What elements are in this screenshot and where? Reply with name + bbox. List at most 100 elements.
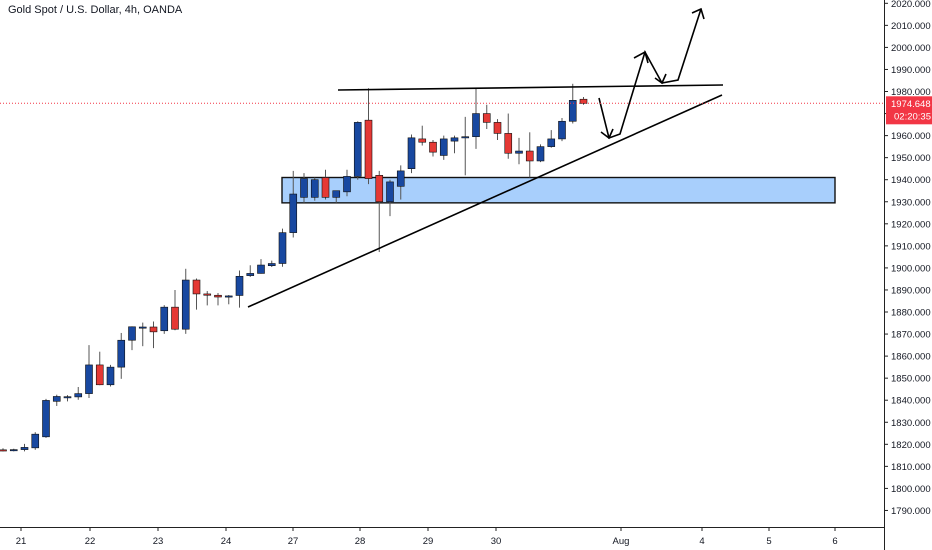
- candle: [235, 270, 244, 308]
- candle: [482, 104, 491, 129]
- drawings-layer: [247, 7, 724, 308]
- candle: [547, 130, 556, 148]
- price-tag: 1974.648 02:20:35: [886, 96, 932, 125]
- candle: [558, 117, 566, 142]
- candle-body: [418, 138, 427, 143]
- candle-body: [20, 447, 29, 450]
- time-tick-label: 5: [766, 536, 771, 547]
- candle: [493, 119, 502, 141]
- candle-body: [536, 146, 545, 162]
- price-tick-label: 2010.000: [891, 21, 931, 32]
- candle: [52, 394, 61, 406]
- ascending-trendline[interactable]: [247, 94, 723, 308]
- candle-body: [461, 136, 470, 139]
- price-tick-label: 1820.000: [891, 440, 931, 451]
- candle-body: [429, 141, 437, 153]
- candle: [450, 135, 459, 154]
- candle: [300, 173, 308, 203]
- candle: [525, 132, 534, 178]
- price-tick-label: 1800.000: [891, 484, 931, 495]
- candle-body: [52, 396, 61, 402]
- support-zone-rect: [281, 176, 836, 204]
- candle: [74, 386, 83, 400]
- candle: [353, 121, 362, 180]
- time-axis[interactable]: 21 22 23 24 27 28 29 30 Aug 4 5 6: [16, 527, 838, 547]
- candle-body: [9, 449, 18, 452]
- price-axis[interactable]: 2020.000 2010.000 2000.000 1990.000 1980.000…: [884, 0, 931, 517]
- candle-body: [149, 326, 158, 333]
- time-tick-label: 4: [699, 536, 704, 547]
- price-tick-label: 1930.000: [891, 197, 931, 208]
- candle: [504, 113, 513, 159]
- candle-body: [493, 122, 502, 134]
- candle-body: [235, 275, 244, 296]
- candle-body: [74, 393, 83, 398]
- candle-body: [214, 294, 222, 298]
- candle-body: [364, 119, 373, 179]
- candle: [224, 295, 233, 305]
- candle: [31, 432, 40, 450]
- candle-body: [106, 366, 115, 386]
- price-tag-timer: 02:20:35: [894, 111, 931, 122]
- candle-body: [332, 190, 341, 198]
- candle: [214, 293, 222, 306]
- candle: [42, 398, 50, 438]
- candle-body: [42, 400, 50, 438]
- candle-body: [396, 170, 405, 187]
- time-tick-label: 24: [221, 536, 232, 547]
- resistance-line[interactable]: [337, 84, 724, 91]
- candle: [396, 165, 405, 200]
- candle-body: [31, 433, 40, 449]
- candle-body: [95, 364, 104, 386]
- candle: [246, 265, 255, 277]
- candle: [439, 135, 448, 160]
- candle: [106, 364, 115, 387]
- candle: [515, 137, 523, 165]
- candle: [138, 322, 147, 347]
- candle-body: [138, 326, 147, 329]
- candle: [171, 289, 179, 331]
- candle: [0, 448, 7, 452]
- candle-body: [375, 174, 384, 203]
- price-tick-label: 1790.000: [891, 506, 931, 517]
- candle: [20, 443, 29, 452]
- time-tick-label: 6: [832, 536, 837, 547]
- candle: [149, 321, 158, 349]
- chart-title: Gold Spot / U.S. Dollar, 4h, OANDA: [8, 4, 183, 16]
- price-tick-label: 1890.000: [891, 285, 931, 296]
- price-tick-label: 1860.000: [891, 352, 931, 363]
- price-tick-label: 1950.000: [891, 153, 931, 164]
- candle-body: [63, 396, 72, 399]
- projection-arrow-path[interactable]: [598, 8, 702, 140]
- candle: [321, 169, 330, 200]
- candle-body: [439, 138, 448, 156]
- price-tick-label: 1990.000: [891, 65, 931, 76]
- candle-body: [525, 150, 534, 162]
- candle: [310, 177, 319, 201]
- arrow-head-up-icon: [633, 50, 649, 64]
- candle-body: [246, 273, 255, 276]
- candle-body: [515, 150, 523, 154]
- candle: [332, 190, 341, 203]
- candle: [192, 278, 201, 310]
- arrow-head-down-icon: [600, 128, 614, 140]
- arrow-head-down-icon: [654, 73, 667, 85]
- candle: [472, 88, 480, 149]
- candle: [85, 345, 93, 399]
- candle-body: [504, 133, 513, 154]
- candle-body: [0, 449, 7, 452]
- candle: [375, 170, 384, 253]
- candle: [386, 179, 394, 217]
- candle: [278, 228, 287, 267]
- candle: [407, 134, 416, 174]
- candle: [536, 144, 545, 163]
- candle-body: [353, 122, 362, 177]
- candle-body: [558, 120, 566, 140]
- candle-body: [192, 279, 201, 295]
- candle: [63, 395, 72, 402]
- candle: [343, 169, 351, 197]
- price-tick-label: 1980.000: [891, 87, 931, 98]
- candle: [418, 125, 427, 146]
- candle-body: [203, 293, 212, 296]
